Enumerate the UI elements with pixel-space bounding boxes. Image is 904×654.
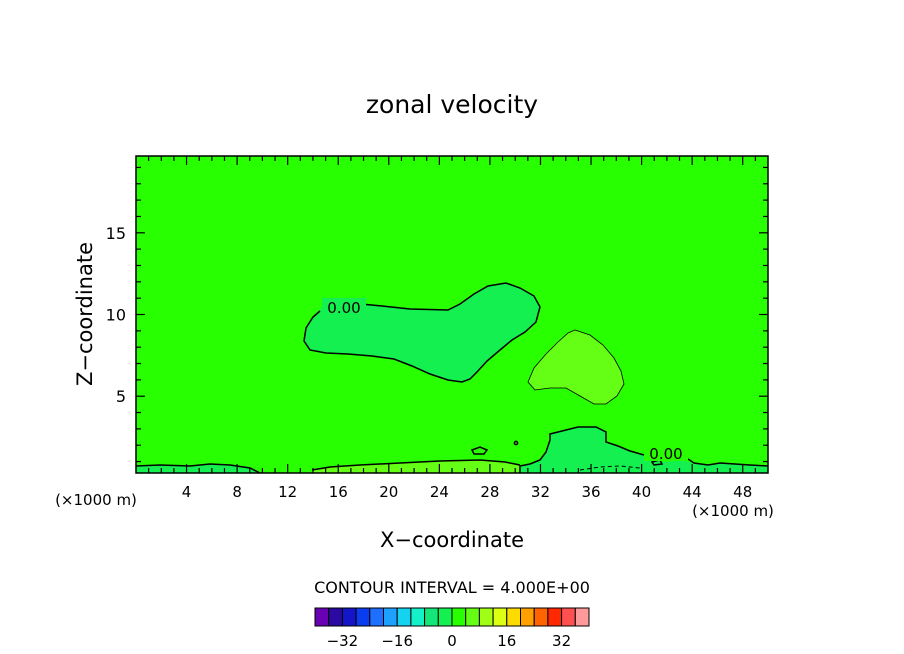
colorbar-tick-label: −16 [381, 632, 413, 650]
colorbar-tick-labels: −32 −16 0 16 32 [327, 632, 572, 650]
positive-strip-left [136, 464, 260, 473]
x-tick-label: 44 [683, 483, 702, 501]
x-tick-label: 4 [182, 483, 192, 501]
colorbar-swatch [492, 607, 508, 627]
colorbar-swatch [465, 607, 480, 627]
contour-label-bg-1 [322, 298, 366, 314]
x-tick-label: 20 [379, 483, 398, 501]
colorbar-swatch [314, 607, 330, 627]
y-tick-label: 10 [106, 306, 126, 325]
x-unit-left: (×1000 m) [55, 491, 137, 509]
colorbar-swatch [574, 607, 590, 627]
colorbar-swatch [547, 607, 563, 627]
x-tick-label: 40 [632, 483, 651, 501]
x-tick-label: 12 [278, 483, 297, 501]
colorbar-swatch [451, 607, 467, 627]
x-tick-label: 16 [329, 483, 348, 501]
y-axis-ticks: 5 10 15 [106, 166, 768, 463]
zero-contour-upper [303, 282, 541, 383]
colorbar-swatch [328, 607, 343, 627]
small-contour-blob-1 [470, 446, 489, 455]
colorbar-swatch [369, 607, 384, 627]
x-unit-right: (×1000 m) [692, 502, 774, 520]
x-tick-label: 24 [430, 483, 449, 501]
contour-interval-text: CONTOUR INTERVAL = 4.000E+00 [314, 578, 590, 597]
x-tick-label: 48 [733, 483, 752, 501]
x-tick-label: 8 [232, 483, 242, 501]
small-contour-dot [513, 440, 519, 446]
contour-label-1: 0.00 [327, 299, 360, 317]
colorbar-swatch [383, 607, 398, 627]
x-axis-ticks: 4 8 12 16 20 24 28 32 36 40 44 48 [148, 156, 756, 501]
positive-contour-right [527, 329, 625, 405]
contour-label-bg-2 [644, 445, 688, 461]
colorbar-swatch [561, 607, 576, 627]
colorbar-swatch [424, 607, 439, 627]
zero-contour-bottom [311, 459, 521, 471]
colorbar-swatch [341, 607, 357, 627]
colorbar-swatch [355, 607, 371, 627]
zero-contour-lower [519, 426, 645, 473]
colorbar-swatch [506, 607, 521, 627]
y-tick-label: 5 [116, 387, 126, 406]
colorbar-swatch [478, 607, 494, 627]
contour-label-2: 0.00 [649, 445, 682, 463]
colorbar-swatch [520, 607, 535, 627]
x-axis-label: X−coordinate [380, 528, 524, 552]
colorbar-swatch [437, 607, 453, 627]
colorbar-tick-label: 0 [447, 632, 457, 650]
colorbar-swatch [410, 607, 426, 627]
dashed-contour-bottom [579, 465, 641, 471]
colorbar-tick-label: 16 [497, 632, 516, 650]
colorbar-swatch [396, 607, 412, 627]
y-axis-label: Z−coordinate [73, 242, 97, 386]
y-tick-label: 15 [106, 224, 126, 243]
contour-lines-thin [527, 329, 625, 405]
x-tick-label: 36 [581, 483, 600, 501]
x-tick-label: 32 [531, 483, 550, 501]
colorbar-swatch [533, 607, 549, 627]
x-tick-label: 28 [480, 483, 499, 501]
colorbar-tick-label: −32 [327, 632, 359, 650]
zero-contour-lower-right [687, 458, 769, 467]
negative-region-lower [520, 427, 768, 473]
colorbar-tick-label: 32 [552, 632, 571, 650]
chart-title: zonal velocity [366, 90, 538, 119]
colorbar [314, 607, 590, 627]
